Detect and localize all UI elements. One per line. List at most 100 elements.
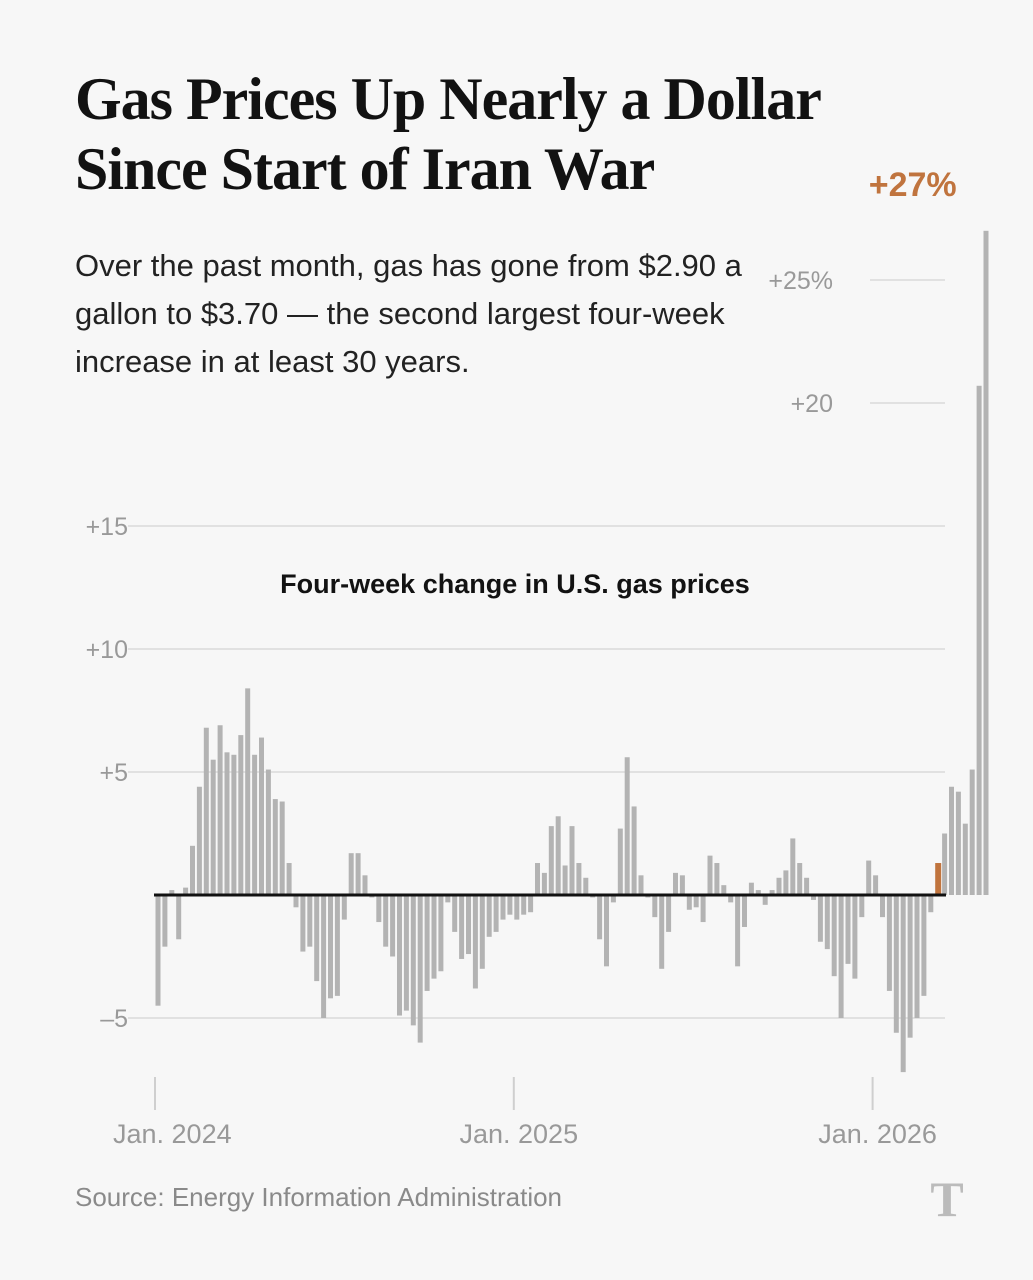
- bar: [755, 890, 761, 895]
- bar: [714, 863, 720, 895]
- bar: [886, 895, 892, 991]
- bar: [880, 895, 885, 918]
- bar: [314, 895, 320, 982]
- bar: [631, 806, 637, 895]
- y-axis-labels: +25% +20 +15 +10 +5 –5: [86, 267, 833, 1033]
- bar: [424, 895, 430, 991]
- bar: [459, 895, 465, 959]
- x-tick-label: Jan. 2025: [459, 1119, 578, 1149]
- bar: [203, 727, 209, 895]
- bar: [231, 754, 237, 895]
- bar: [535, 863, 540, 895]
- bar: [431, 895, 437, 979]
- bar: [604, 895, 609, 967]
- bar: [286, 863, 292, 895]
- y-tick-label: –5: [100, 1005, 128, 1033]
- bar: [397, 895, 402, 1016]
- bar: [238, 735, 244, 895]
- bar: [652, 895, 658, 918]
- bar: [217, 725, 223, 895]
- bar: [562, 865, 568, 895]
- bar: [334, 895, 340, 996]
- bar: [169, 890, 175, 895]
- bar: [838, 895, 844, 1018]
- bar: [479, 895, 485, 969]
- bar: [831, 895, 837, 977]
- bar: [383, 895, 389, 947]
- bar: [196, 786, 202, 895]
- bar: [624, 757, 630, 895]
- gridlines: [128, 279, 945, 1019]
- bar: [742, 895, 747, 927]
- bar: [507, 895, 513, 915]
- bar: [328, 895, 333, 999]
- bar: [617, 828, 623, 895]
- bar: [176, 895, 182, 940]
- bar: [321, 895, 327, 1018]
- bar: [666, 895, 672, 932]
- bar: [555, 816, 561, 895]
- bar: [824, 895, 830, 950]
- bar: [486, 895, 492, 937]
- y-tick-label: +20: [791, 390, 833, 418]
- bar: [265, 769, 271, 895]
- svg-text:T: T: [930, 1172, 963, 1224]
- bar: [748, 882, 754, 895]
- bar: [638, 875, 644, 895]
- bar: [390, 895, 396, 957]
- highlight-bar: [935, 863, 942, 895]
- bar: [279, 801, 285, 895]
- bar: [707, 855, 713, 895]
- bar: [376, 895, 382, 923]
- bar: [900, 895, 906, 1073]
- bar: [673, 872, 678, 895]
- bar: [362, 875, 368, 895]
- bar: [438, 895, 444, 972]
- bar: [955, 791, 961, 895]
- x-tick-label: Jan. 2024: [113, 1119, 232, 1149]
- bar: [610, 895, 616, 903]
- bar: [348, 853, 354, 895]
- bar: [190, 845, 195, 895]
- bar: [776, 877, 782, 895]
- bar: [866, 860, 872, 895]
- bar: [817, 895, 823, 942]
- bar: [914, 895, 920, 1018]
- bar: [597, 895, 603, 940]
- bar: [341, 895, 347, 920]
- bar: [500, 895, 506, 920]
- bar: [569, 826, 575, 895]
- chart-title: Four-week change in U.S. gas prices: [280, 569, 750, 599]
- bar: [293, 895, 299, 908]
- bar: [452, 895, 458, 932]
- bars: [155, 230, 989, 1073]
- bar: [693, 895, 699, 908]
- bar: [783, 870, 789, 895]
- x-tick-label: Jan. 2026: [818, 1119, 937, 1149]
- bar: [728, 895, 734, 903]
- bar: [493, 895, 499, 932]
- bar: [417, 895, 423, 1043]
- bar: [790, 838, 796, 895]
- bar: [797, 863, 803, 895]
- bar-chart: +25% +20 +15 +10 +5 –5 Four-week change in U.…: [86, 166, 989, 1149]
- bar: [445, 895, 451, 903]
- bar: [769, 890, 775, 895]
- bar: [921, 895, 927, 996]
- bar: [576, 863, 582, 895]
- bar: [155, 895, 161, 1006]
- bar: [873, 875, 879, 895]
- bar: [659, 895, 665, 969]
- bar: [307, 895, 313, 947]
- y-tick-label: +10: [86, 636, 128, 664]
- bar: [528, 895, 534, 913]
- bar: [403, 895, 409, 1011]
- bar: [259, 737, 264, 895]
- source-note: Source: Energy Information Administratio…: [75, 1182, 563, 1212]
- bar: [811, 895, 816, 900]
- bar: [410, 895, 416, 1026]
- bar: [521, 895, 527, 915]
- nyt-logo-icon: T: [930, 1172, 963, 1224]
- bar: [859, 895, 865, 918]
- bar: [210, 759, 216, 895]
